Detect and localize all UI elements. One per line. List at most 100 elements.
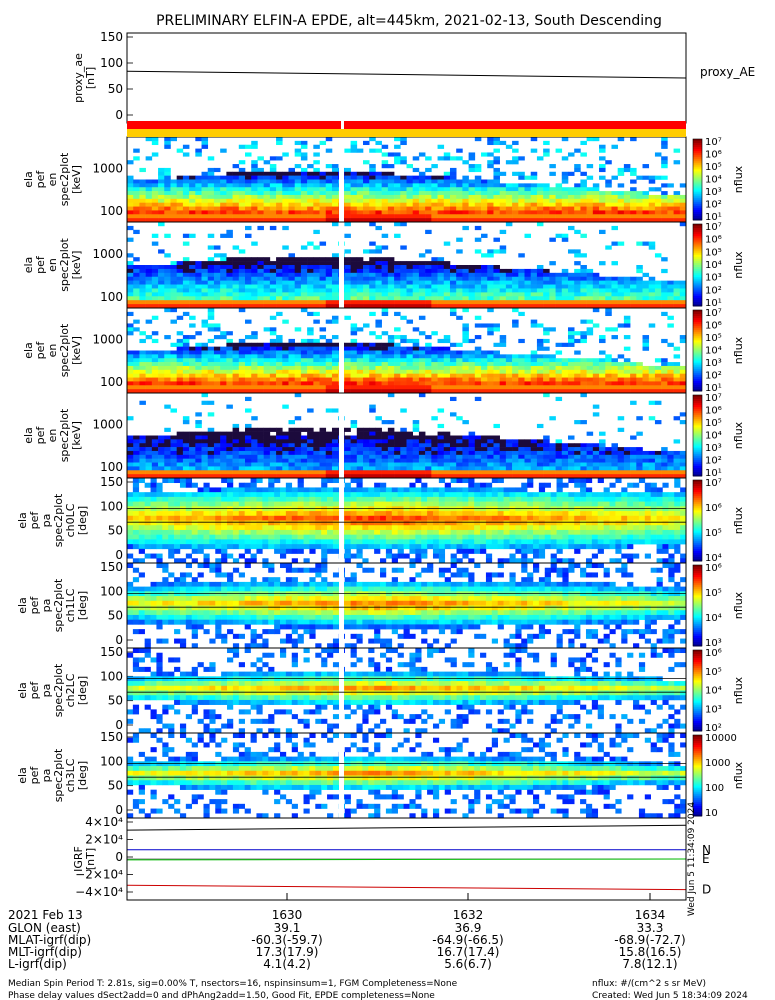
colorbar-tick: 10⁶ <box>705 321 722 332</box>
ylabel-line: ch1LC <box>64 588 77 622</box>
series-line-E <box>126 858 687 861</box>
ylabel-line: ela <box>16 767 29 784</box>
ylabel-line: en <box>46 429 59 443</box>
ylabel-line: ela <box>16 512 29 529</box>
colorbar-tick: 10² <box>705 723 722 734</box>
ylabel-line: pa <box>40 769 53 783</box>
colorbar-tick: 10¹ <box>705 298 722 309</box>
ylabel-line: pef <box>34 170 47 189</box>
ylabel-line: spec2plot <box>58 323 71 377</box>
ytick-label: 100 <box>100 499 123 513</box>
ytick-label: 100 <box>100 669 123 683</box>
ylabel-line: ch2LC <box>64 673 77 707</box>
colorbar-tick: 10⁶ <box>705 406 722 417</box>
ytick-label: 150 <box>100 30 123 44</box>
figure-title: PRELIMINARY ELFIN-A EPDE, alt=445km, 202… <box>156 13 662 29</box>
ylabel-line: [deg] <box>76 506 89 535</box>
ylabel-line: pef <box>28 511 41 530</box>
panel-ch1LC: ela pef pa spec2plot ch1LC [deg] 150 100 50 0 10⁶ 1… <box>16 560 745 649</box>
ytick-label: 150 <box>100 475 123 489</box>
colorbar-en-pa-4 <box>692 394 703 477</box>
xaxis-row-value: 36.9 <box>455 921 482 935</box>
ylabel-line: ela <box>22 427 35 444</box>
xtick-label: 1630 <box>272 908 303 922</box>
colorbar-label: nflux <box>732 165 745 193</box>
ytick-label: 1000 <box>92 162 123 176</box>
ytick-label: 0 <box>115 548 123 562</box>
ytick-label: 1000 <box>92 333 123 347</box>
colorbar-tick: 10³ <box>705 187 722 198</box>
ylabel-line: ela <box>16 682 29 699</box>
ylabel-line: pef <box>28 766 41 785</box>
ylabel-ch0LC: ela pef pa spec2plot ch0LC [deg] <box>16 493 89 547</box>
ytick-label: 100 <box>100 375 123 389</box>
ylabel-line: [keV] <box>70 251 83 280</box>
series-line-proxy_AE <box>126 70 687 79</box>
ylabel-line: ch3LC <box>64 758 77 792</box>
series-label: E <box>702 852 710 866</box>
ylabel-line: spec2plot <box>58 408 71 462</box>
colorbar-tick: 10⁵ <box>705 162 722 173</box>
colorbar-tick: 10⁷ <box>705 478 722 489</box>
colorbar-ch2LC <box>692 649 703 732</box>
colorbar-label: nflux <box>732 591 745 619</box>
colorbar-tick: 10⁵ <box>705 418 722 429</box>
ytick-label: 100 <box>100 56 123 70</box>
footer-line2-right: Created: Wed Jun 5 18:34:09 2024 <box>592 991 748 1000</box>
xaxis-row-value: 7.8(12.1) <box>622 957 677 971</box>
ytick-label: 150 <box>100 730 123 744</box>
ytick-label: 50 <box>108 694 123 708</box>
ylabel-ch2LC: ela pef pa spec2plot ch2LC [deg] <box>16 663 89 717</box>
ytick-label: 1000 <box>92 418 123 432</box>
panel-ch3LC: ela pef pa spec2plot ch3LC [deg] 150 100 50 0 1000… <box>16 730 745 819</box>
ylabel-en-pa-3: ela pef en spec2plot [keV] <box>22 323 83 377</box>
ylabel-line: [nT] <box>84 848 97 870</box>
colorbar-tick: 10 <box>705 808 718 819</box>
ytick-label: −4×10⁴ <box>75 885 123 899</box>
colorbar-tick: 10⁴ <box>705 175 722 186</box>
colorbar-tick: 10⁶ <box>705 648 722 659</box>
ylabel-line: en <box>46 258 59 272</box>
ylabel-proxy_ae: proxy_ae [nT] <box>72 53 97 103</box>
ylabel-line: pef <box>28 596 41 615</box>
ylabel-line: pa <box>40 514 53 528</box>
ytick-label: 150 <box>100 560 123 574</box>
series-line-D <box>126 884 687 891</box>
colorbar-label: nflux <box>732 336 745 364</box>
data-gap <box>339 393 344 478</box>
ytick-label: 50 <box>108 779 123 793</box>
ylabel-line: [keV] <box>70 421 83 450</box>
colorbar-tick: 10⁴ <box>705 553 722 564</box>
xaxis-row-value: 39.1 <box>274 921 301 935</box>
colorbar-tick: 10⁴ <box>705 431 722 442</box>
ylabel-line: pef <box>34 426 47 445</box>
data-gap <box>339 563 344 648</box>
xaxis-date: 2021 Feb 13 <box>8 908 83 922</box>
colorbar-tick: 10⁶ <box>705 563 722 574</box>
ytick-label: 0 <box>115 633 123 647</box>
series-label: N <box>702 843 711 857</box>
colorbar-en-pa-3 <box>692 309 703 392</box>
ylabel-line: ela <box>16 597 29 614</box>
ylabel-line: en <box>46 344 59 358</box>
colorbar-tick: 10⁶ <box>705 503 722 514</box>
colorbar-tick: 10⁶ <box>705 150 722 161</box>
ylabel-line: [keV] <box>70 165 83 194</box>
colorbar-label: nflux <box>732 251 745 279</box>
colorbar-tick: 10⁷ <box>705 308 722 319</box>
xaxis-row-value: 33.3 <box>637 921 664 935</box>
colorbar-tick: 10⁷ <box>705 137 722 148</box>
ytick-label: −2×10⁴ <box>75 868 123 882</box>
ytick-label: 0 <box>115 850 123 864</box>
colorbar-tick: 10⁴ <box>705 613 722 624</box>
colorbar-tick: 10000 <box>705 733 737 744</box>
x-axis-annotations: 2021 Feb 13 1630 1632 1634 GLON (east) 39.1 36… <box>8 893 686 971</box>
xtick-label: 1632 <box>453 908 484 922</box>
ytick-label: 4×10⁴ <box>85 815 123 829</box>
colorbar-tick: 10² <box>705 200 722 211</box>
colorbar-tick: 10¹ <box>705 212 722 223</box>
ylabel-line: ela <box>22 342 35 359</box>
ytick-label: 100 <box>100 204 123 218</box>
